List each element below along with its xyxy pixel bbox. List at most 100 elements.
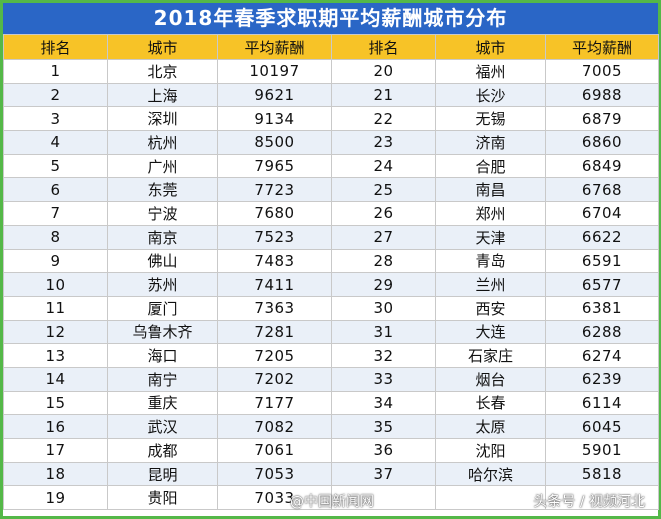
city-cell: 沈阳	[435, 438, 546, 463]
table-row: 2 上海 9621 21 长沙 6988	[3, 82, 659, 108]
city-cell: 太原	[435, 414, 546, 439]
city-cell: 贵阳	[107, 485, 218, 511]
salary-cell: 6577	[545, 272, 659, 297]
table-row: 19 贵阳 7033	[3, 485, 659, 511]
city-cell: 乌鲁木齐	[107, 319, 218, 345]
city-cell: 南宁	[107, 366, 218, 392]
rank-cell: 20	[331, 59, 436, 84]
city-cell: 苏州	[107, 272, 218, 297]
table-row: 10 苏州 7411 29 兰州 6577	[3, 272, 659, 297]
city-cell: 厦门	[107, 295, 218, 321]
rank-cell: 3	[3, 106, 108, 132]
header-city-right: 城市	[435, 34, 546, 60]
rank-cell: 16	[3, 414, 108, 439]
salary-cell: 7483	[217, 248, 332, 274]
city-cell: 重庆	[107, 390, 218, 416]
rank-cell: 26	[331, 201, 436, 226]
rank-cell: 10	[3, 272, 108, 297]
salary-cell: 7680	[217, 201, 332, 226]
city-cell: 武汉	[107, 414, 218, 439]
city-cell: 烟台	[435, 366, 546, 392]
city-cell: 长沙	[435, 82, 546, 108]
salary-cell: 7523	[217, 224, 332, 250]
salary-cell: 6768	[545, 177, 659, 203]
city-cell: 昆明	[107, 461, 218, 487]
rank-cell	[331, 485, 436, 511]
rank-cell: 25	[331, 177, 436, 203]
rank-cell: 30	[331, 295, 436, 321]
rank-cell: 2	[3, 82, 108, 108]
salary-cell: 7033	[217, 485, 332, 511]
salary-cell: 6274	[545, 343, 659, 368]
rank-cell: 28	[331, 248, 436, 274]
rank-cell: 35	[331, 414, 436, 439]
city-cell: 青岛	[435, 248, 546, 274]
salary-cell: 6045	[545, 414, 659, 439]
table-row: 11 厦门 7363 30 西安 6381	[3, 295, 659, 321]
header-salary-right: 平均薪酬	[545, 34, 659, 60]
city-cell: 北京	[107, 59, 218, 84]
city-cell: 福州	[435, 59, 546, 84]
salary-cell: 7053	[217, 461, 332, 487]
salary-cell	[545, 485, 659, 511]
table-row: 14 南宁 7202 33 烟台 6239	[3, 366, 659, 392]
watermark-source: @中国新闻网	[290, 494, 374, 510]
city-cell: 深圳	[107, 106, 218, 132]
salary-cell: 10197	[217, 59, 332, 84]
salary-cell: 7082	[217, 414, 332, 439]
salary-cell: 7965	[217, 153, 332, 179]
rank-cell: 22	[331, 106, 436, 132]
rank-cell: 9	[3, 248, 108, 274]
city-cell: 成都	[107, 438, 218, 463]
salary-cell: 6988	[545, 82, 659, 108]
salary-cell: 7061	[217, 438, 332, 463]
rank-cell: 17	[3, 438, 108, 463]
rank-cell: 33	[331, 366, 436, 392]
table-row: 1 北京 10197 20 福州 7005	[3, 59, 659, 84]
city-cell: 上海	[107, 82, 218, 108]
table-row: 9 佛山 7483 28 青岛 6591	[3, 248, 659, 274]
table-row: 17 成都 7061 36 沈阳 5901	[3, 438, 659, 463]
rank-cell: 31	[331, 319, 436, 345]
rank-cell: 27	[331, 224, 436, 250]
city-cell: 杭州	[107, 130, 218, 155]
salary-cell: 6239	[545, 366, 659, 392]
rank-cell: 24	[331, 153, 436, 179]
salary-cell: 6381	[545, 295, 659, 321]
rank-cell: 5	[3, 153, 108, 179]
city-cell: 东莞	[107, 177, 218, 203]
rank-cell: 6	[3, 177, 108, 203]
city-cell: 无锡	[435, 106, 546, 132]
salary-cell: 5818	[545, 461, 659, 487]
rank-cell: 32	[331, 343, 436, 368]
salary-cell: 6114	[545, 390, 659, 416]
city-cell: 南昌	[435, 177, 546, 203]
city-cell: 西安	[435, 295, 546, 321]
watermark-channel: 头条号 / 视频河北	[533, 494, 645, 510]
salary-cell: 6704	[545, 201, 659, 226]
table-row: 13 海口 7205 32 石家庄 6274	[3, 343, 659, 368]
rank-cell: 14	[3, 366, 108, 392]
salary-cell: 6879	[545, 106, 659, 132]
city-cell: 哈尔滨	[435, 461, 546, 487]
salary-cell: 7363	[217, 295, 332, 321]
city-cell: 合肥	[435, 153, 546, 179]
table-row: 3 深圳 9134 22 无锡 6879	[3, 106, 659, 132]
city-cell: 天津	[435, 224, 546, 250]
salary-cell: 6288	[545, 319, 659, 345]
table-row: 6 东莞 7723 25 南昌 6768	[3, 177, 659, 203]
rank-cell: 11	[3, 295, 108, 321]
rank-cell: 19	[3, 485, 108, 511]
rank-cell: 37	[331, 461, 436, 487]
salary-cell: 6860	[545, 130, 659, 155]
salary-cell: 7205	[217, 343, 332, 368]
table-row: 16 武汉 7082 35 太原 6045	[3, 414, 659, 439]
city-cell: 大连	[435, 319, 546, 345]
page-title: 2018年春季求职期平均薪酬城市分布	[3, 3, 658, 34]
salary-cell: 7177	[217, 390, 332, 416]
table-row: 8 南京 7523 27 天津 6622	[3, 224, 659, 250]
salary-cell: 8500	[217, 130, 332, 155]
salary-cell: 7281	[217, 319, 332, 345]
rank-cell: 7	[3, 201, 108, 226]
city-cell: 南京	[107, 224, 218, 250]
